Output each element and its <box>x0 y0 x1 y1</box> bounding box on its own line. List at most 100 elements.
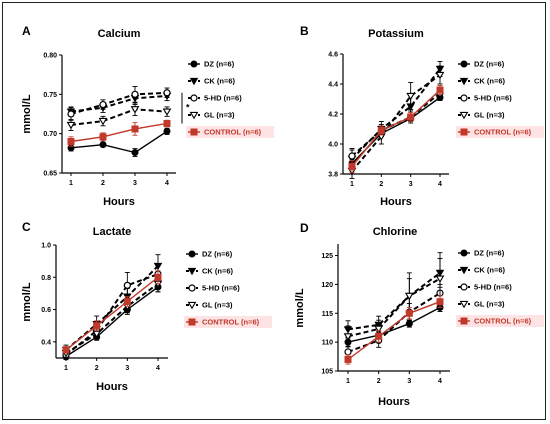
legend-marker <box>459 111 469 120</box>
x-axis-label: Hours <box>103 196 135 208</box>
legend-highlight <box>456 126 544 138</box>
data-point <box>67 110 75 118</box>
series-line <box>70 130 168 154</box>
y-tick-label: 120 <box>321 282 333 289</box>
series-line <box>65 286 159 357</box>
series-line <box>70 94 168 113</box>
legend-marker <box>190 60 198 68</box>
y-tick-label: 0.6 <box>41 307 51 314</box>
legend-label: CK (n=6) <box>474 77 506 86</box>
data-point <box>348 163 356 170</box>
x-tick-label: 2 <box>379 181 383 188</box>
series-line <box>351 74 441 172</box>
series-line <box>351 92 441 157</box>
data-point <box>98 117 108 126</box>
legend-label: DZ (n=6) <box>474 249 505 258</box>
data-point <box>67 138 75 146</box>
legend-marker <box>187 301 197 310</box>
legend-entry: DZ (n=6) <box>186 250 233 259</box>
significance-label: * <box>186 103 190 113</box>
x-tick-label: 3 <box>407 378 411 385</box>
y-tick-label: 3.8 <box>328 172 338 179</box>
legend-label: CONTROL (n=6) <box>474 128 532 137</box>
legend-marker <box>187 267 197 276</box>
legend-highlight <box>186 126 274 138</box>
series-line <box>65 282 159 355</box>
x-tick-label: 3 <box>133 180 137 187</box>
legend-marker <box>190 128 198 136</box>
series-line <box>347 306 441 343</box>
x-tick-label: 1 <box>64 365 68 372</box>
panel-letter: D <box>300 221 309 235</box>
legend-marker <box>188 318 196 326</box>
data-point <box>436 86 444 94</box>
y-tick-label: 110 <box>322 340 333 347</box>
x-tick-label: 3 <box>409 181 413 188</box>
legend-marker <box>189 77 199 86</box>
data-point <box>99 100 107 109</box>
legend-label: 5-HD (n=6) <box>204 94 242 103</box>
legend-entry: GL (n=3) <box>186 301 233 310</box>
data-point <box>374 325 384 334</box>
y-tick-label: 125 <box>321 253 333 260</box>
y-tick-label: 105 <box>321 369 333 376</box>
legend-entry: 5-HD (n=6) <box>188 94 242 103</box>
data-point <box>154 273 162 281</box>
legend-marker <box>460 249 468 257</box>
data-point <box>163 89 171 97</box>
data-point <box>436 298 444 306</box>
data-point <box>404 292 414 301</box>
data-point <box>123 298 131 305</box>
panel-letter: A <box>22 24 31 38</box>
series-4 <box>62 270 162 354</box>
series-4 <box>348 85 444 173</box>
x-tick-label: 4 <box>165 180 169 187</box>
legend-entry: 5-HD (n=6) <box>458 283 512 292</box>
panel-calcium: A Calcium 0.65 0.70 0.75 0.80 1 2 3 4 Hours mmol/L *… <box>21 24 274 208</box>
legend-label: 5-HD (n=6) <box>474 94 512 103</box>
legend-entry: DZ (n=6) <box>188 60 235 69</box>
series-2 <box>67 86 171 121</box>
series-2 <box>344 283 444 359</box>
legend-label: DZ (n=6) <box>474 60 505 69</box>
legend-label: GL (n=3) <box>474 111 505 120</box>
legend-marker <box>459 266 469 275</box>
series-3 <box>66 102 172 131</box>
data-point <box>123 281 131 289</box>
series-line <box>347 272 441 331</box>
legend-entry: CK (n=6) <box>458 266 506 275</box>
panel-letter: B <box>300 24 309 38</box>
x-axis-label: Hours <box>380 196 412 208</box>
y-tick-label: 4.6 <box>328 52 338 59</box>
chart-title: Chlorine <box>373 226 418 238</box>
legend-marker <box>190 94 198 102</box>
legend-label: CK (n=6) <box>204 77 236 86</box>
y-tick-label: 115 <box>322 311 333 318</box>
x-tick-label: 1 <box>346 378 350 385</box>
figure-frame <box>2 2 546 420</box>
y-tick-label: 0.75 <box>43 92 57 99</box>
legend-entry: CONTROL (n=6) <box>456 126 544 138</box>
series-1 <box>343 257 445 339</box>
legend-marker <box>460 128 468 136</box>
data-point <box>66 121 76 130</box>
legend-label: GL (n=3) <box>204 111 235 120</box>
series-line <box>65 276 159 351</box>
series-line <box>70 91 168 115</box>
series-line <box>351 96 441 164</box>
x-tick-label: 1 <box>69 180 73 187</box>
x-tick-label: 4 <box>438 378 442 385</box>
x-tick-label: 2 <box>101 180 105 187</box>
legend-label: CK (n=6) <box>474 266 506 275</box>
x-tick-label: 1 <box>350 181 354 188</box>
legend-entry: GL (n=3) <box>458 300 505 309</box>
data-point <box>405 309 413 317</box>
data-point <box>163 119 171 127</box>
legend-entry: CK (n=6) <box>186 267 234 276</box>
legend-marker <box>460 317 468 325</box>
data-point <box>163 127 171 135</box>
series-line <box>347 292 441 353</box>
y-tick-label: 0.8 <box>41 275 51 282</box>
series-1 <box>61 254 163 356</box>
